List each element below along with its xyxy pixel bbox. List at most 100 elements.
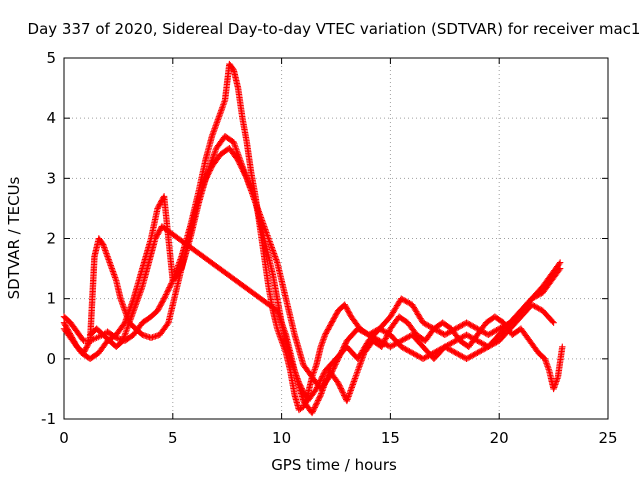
data-point-track-c: [476, 348, 484, 355]
data-point-track-d: [335, 381, 343, 388]
data-point-track-a: [164, 287, 172, 294]
data-point-track-c: [340, 344, 347, 351]
data-point-track-a: [163, 289, 170, 297]
data-point-track-b: [463, 331, 470, 338]
data-point-track-a: [463, 319, 470, 326]
data-point-track-d: [384, 331, 391, 338]
data-point-track-d: [381, 338, 388, 345]
data-point-track-a: [487, 330, 495, 337]
data-point-track-a: [467, 321, 474, 329]
data-point-track-c: [366, 332, 374, 339]
data-point-track-c: [334, 357, 341, 364]
data-point-track-d: [314, 398, 321, 406]
data-point-track-c: [452, 349, 459, 357]
data-point-track-c: [368, 333, 375, 340]
data-point-track-b: [459, 333, 466, 341]
data-point-track-a: [441, 331, 448, 338]
data-point-track-a: [398, 295, 405, 302]
data-point-track-a: [400, 296, 408, 304]
data-point-track-c: [457, 352, 465, 360]
data-point-track-b: [421, 354, 428, 362]
data-point-track-c: [455, 351, 462, 358]
data-point-track-c: [360, 328, 367, 335]
data-point-track-b: [411, 351, 419, 358]
data-point-track-d: [385, 328, 393, 335]
y-tick-label: 4: [46, 109, 56, 127]
data-point-track-b: [476, 339, 484, 346]
data-point-track-a: [459, 321, 466, 329]
data-point-track-c: [338, 348, 345, 356]
data-point-track-b: [99, 240, 106, 247]
data-point-track-c: [453, 350, 461, 357]
data-point-track-a: [425, 322, 432, 329]
data-point-track-b: [407, 348, 414, 356]
data-point-track-b: [448, 339, 455, 347]
data-point-track-c: [478, 347, 485, 354]
data-point-track-b: [164, 320, 171, 328]
data-point-track-c: [482, 345, 489, 352]
data-point-track-c: [396, 338, 404, 345]
data-point-track-d: [385, 329, 392, 337]
y-tick-label: 0: [46, 350, 56, 368]
y-axis-label: SDTVAR / TECUs: [5, 176, 23, 299]
data-point-track-a: [402, 297, 409, 305]
data-point-track-b: [406, 348, 413, 355]
data-point-track-a: [457, 322, 465, 329]
data-point-track-c: [555, 260, 563, 268]
data-point-track-c: [391, 341, 398, 348]
data-point-track-c: [389, 342, 397, 349]
data-point-track-b: [376, 325, 383, 332]
data-point-track-b: [414, 352, 421, 360]
data-point-track-c: [400, 336, 408, 343]
data-point-track-d: [315, 395, 322, 403]
data-point-track-d: [334, 379, 342, 387]
data-point-track-c: [398, 337, 405, 344]
data-point-track-d: [559, 343, 566, 350]
data-point-track-c: [365, 331, 372, 338]
data-point-track-c: [395, 339, 402, 346]
data-point-track-c: [442, 344, 450, 351]
x-tick-label: 20: [490, 429, 509, 447]
data-point-track-a: [160, 296, 167, 304]
data-point-track-a: [490, 328, 497, 335]
data-point-track-b: [449, 339, 457, 346]
data-point-track-b: [464, 332, 472, 339]
data-points: [60, 60, 566, 417]
data-point-track-b: [415, 353, 423, 360]
data-point-track-d: [316, 394, 323, 401]
data-point-track-a: [455, 324, 462, 331]
data-point-track-c: [341, 343, 348, 350]
data-point-track-a: [423, 321, 431, 329]
data-point-track-c: [331, 362, 339, 369]
y-tick-label: 5: [46, 49, 56, 67]
x-tick-marks: [63, 58, 609, 419]
data-point-track-c: [456, 351, 463, 359]
data-point-track-d: [383, 333, 390, 341]
data-point-track-d: [381, 336, 389, 344]
data-point-track-b: [379, 327, 386, 334]
data-point-track-c: [354, 325, 361, 332]
data-point-track-d: [309, 408, 316, 415]
data-point-track-c: [355, 326, 363, 333]
data-point-track-c: [459, 353, 466, 360]
data-point-track-c: [361, 329, 368, 336]
data-point-track-d: [338, 386, 345, 394]
data-point-track-d: [378, 343, 385, 350]
data-point-track-d: [382, 335, 389, 342]
data-point-track-c: [333, 358, 341, 365]
data-point-track-c: [336, 351, 344, 358]
data-point-track-a: [482, 330, 489, 337]
data-point-track-c: [334, 355, 342, 363]
data-point-track-a: [399, 296, 406, 303]
data-point-track-c: [464, 354, 472, 362]
data-point-track-c: [470, 351, 477, 359]
data-point-track-c: [362, 330, 370, 337]
data-point-track-b: [404, 347, 412, 354]
data-point-track-c: [364, 330, 371, 338]
data-point-track-a: [422, 321, 429, 328]
data-point-track-d: [379, 342, 386, 349]
data-point-track-d: [308, 409, 316, 417]
data-point-track-c: [447, 346, 454, 354]
data-point-track-a: [160, 295, 168, 302]
